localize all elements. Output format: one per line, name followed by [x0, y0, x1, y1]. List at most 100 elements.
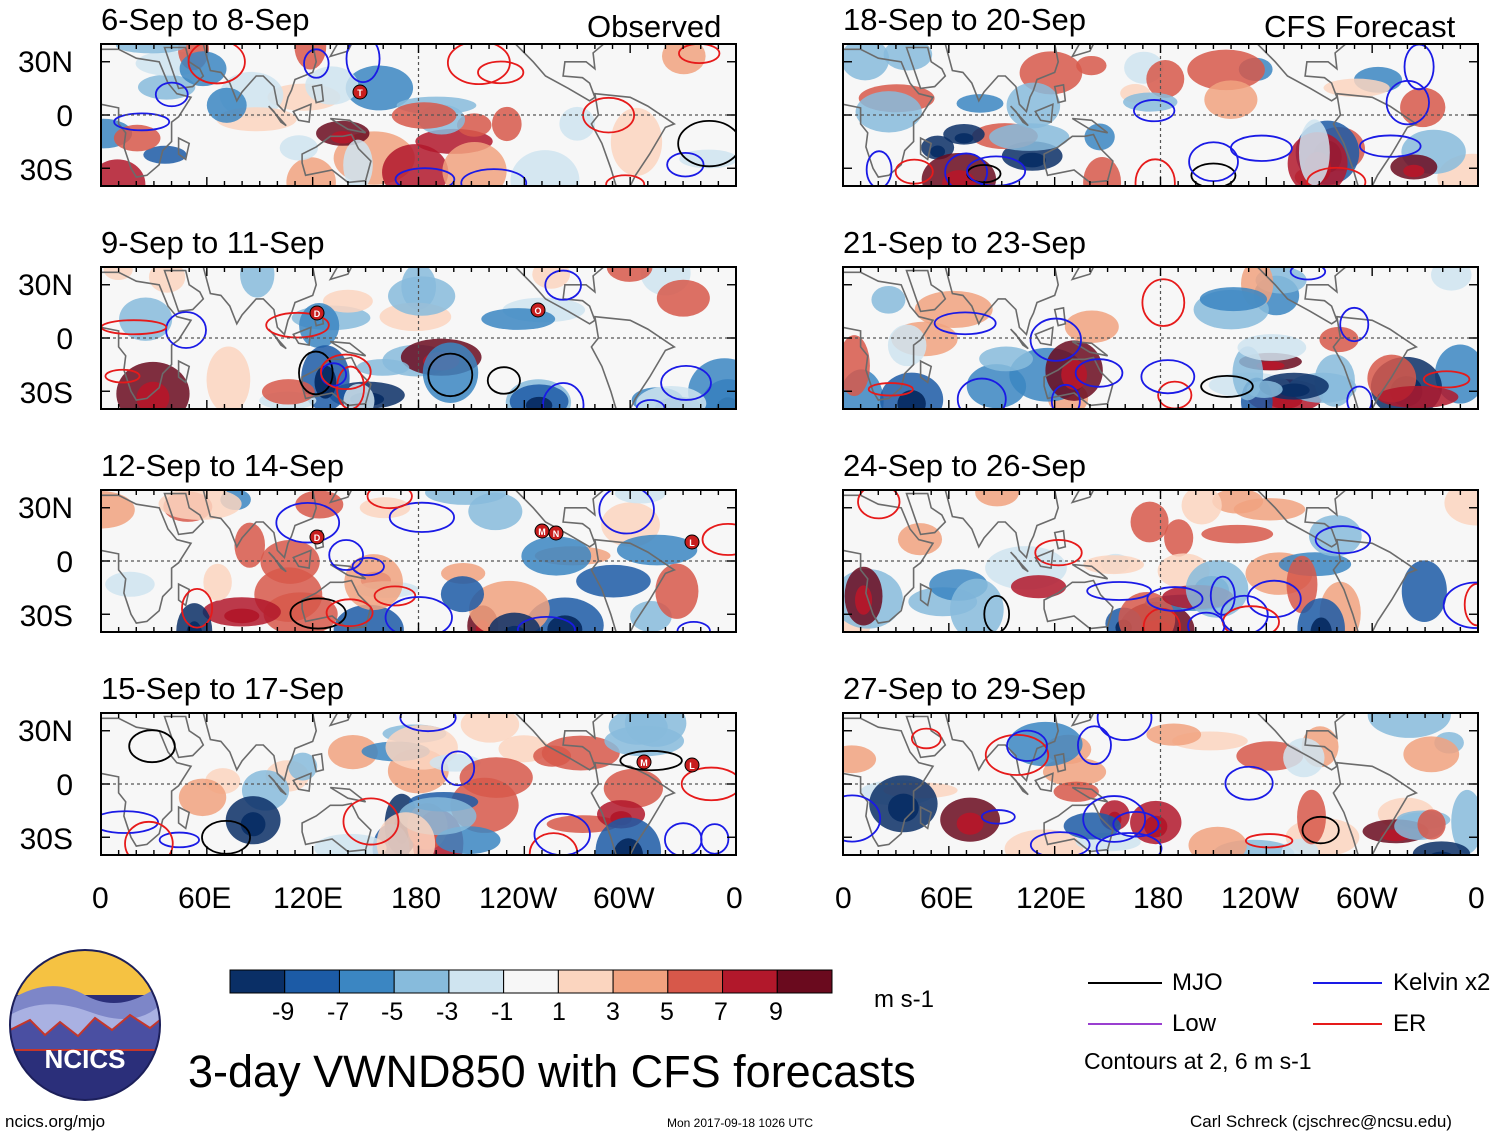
kelvin-contour	[388, 501, 455, 533]
lat-label-eq: 0	[56, 769, 73, 802]
kelvin-contour	[660, 364, 712, 401]
er-contour	[678, 44, 721, 64]
wind-anomaly-blob	[279, 135, 318, 161]
kelvin-contour	[1220, 594, 1269, 632]
observed-label: Observed	[587, 9, 722, 44]
kelvin-contour	[666, 152, 705, 178]
kelvin-contour	[1187, 611, 1226, 632]
coastline	[1070, 713, 1095, 727]
wind-anomaly-blob	[105, 571, 155, 597]
wind-anomaly-blob	[1181, 490, 1222, 525]
coastline	[292, 103, 312, 124]
wind-anomaly-blob	[1237, 334, 1307, 361]
wind-anomaly-blob	[1430, 267, 1472, 291]
colorbar-swatch	[722, 969, 778, 994]
colorbar-swatch	[338, 969, 395, 994]
wind-anomaly-blob	[442, 142, 507, 186]
storm-icon	[530, 302, 546, 318]
lon-label-120e: 120E	[1016, 882, 1087, 915]
storm-marker: M	[636, 754, 652, 770]
wind-anomaly-core	[503, 625, 526, 632]
wind-anomaly-blob	[343, 383, 375, 409]
wind-anomaly-blob	[305, 66, 359, 105]
ncics-logo[interactable]: NCICS	[9, 949, 161, 1101]
kelvin-contour	[516, 616, 576, 632]
wind-anomaly-blob	[1146, 723, 1202, 746]
wind-anomaly-blob	[521, 536, 592, 576]
wind-anomaly-blob	[1367, 713, 1451, 738]
wind-anomaly-blob	[1185, 560, 1249, 618]
mjo-contour	[128, 729, 176, 764]
coastline	[1034, 772, 1054, 793]
mjo-contour	[298, 350, 334, 396]
wind-anomaly-blob	[1377, 385, 1459, 409]
er-contour	[320, 353, 372, 391]
kelvin-contour	[158, 831, 201, 849]
coastline	[1071, 340, 1109, 357]
wind-anomaly-blob	[1401, 560, 1447, 623]
colorbar-units: m s-1	[874, 986, 934, 1013]
kelvin-contour	[1082, 795, 1147, 843]
logo-text: NCICS	[45, 1044, 126, 1074]
map-field	[101, 44, 736, 186]
coastline	[944, 490, 1060, 560]
coastline	[328, 267, 353, 281]
wind-anomaly-blob	[240, 267, 275, 298]
coastline	[1256, 267, 1347, 325]
coastline	[919, 805, 933, 830]
er-contour	[1134, 158, 1176, 186]
colorbar-swatch	[448, 969, 505, 994]
wind-anomaly-blob	[260, 539, 320, 584]
kelvin-contour	[1224, 765, 1274, 801]
legend-low-label: Low	[1172, 1010, 1217, 1037]
panel-title-obs-1: 6-Sep to 8-Sep	[101, 2, 310, 37]
wind-anomaly-blob	[616, 534, 698, 566]
wind-anomaly-blob	[1063, 812, 1121, 840]
wind-anomaly-blob	[158, 490, 242, 521]
wind-anomaly-blob	[206, 346, 251, 409]
wind-anomaly-core	[1278, 383, 1310, 397]
coastline	[1043, 579, 1114, 630]
mjo-contour	[619, 750, 683, 772]
lat-label-30n: 30N	[17, 269, 73, 302]
coastline	[514, 490, 605, 548]
lon-label-0: 0	[92, 882, 109, 915]
coastline	[268, 551, 287, 573]
kelvin-contour	[1289, 267, 1327, 281]
kelvin-contour	[303, 48, 330, 79]
kelvin-contour	[544, 269, 582, 301]
coastline	[177, 359, 191, 384]
kelvin-contour	[1029, 831, 1091, 855]
lon-label-0: 0	[835, 882, 852, 915]
coastline	[163, 715, 205, 759]
kelvin-contour	[1074, 358, 1124, 388]
wind-anomaly-blob	[179, 51, 227, 87]
wind-anomaly-blob	[491, 106, 522, 142]
lat-label-30n: 30N	[17, 46, 73, 79]
colorbar-swatch	[667, 969, 724, 994]
wind-anomaly-core	[954, 133, 974, 144]
site-link[interactable]: ncics.org/mjo	[5, 1112, 106, 1131]
wind-anomaly-blob	[286, 157, 336, 186]
coastline	[1043, 133, 1114, 184]
kelvin-contour	[384, 596, 453, 632]
contour-note: Contours at 2, 6 m s-1	[1084, 1048, 1312, 1074]
author-credit: Carl Schreck (cjschrec@ncsu.edu)	[1190, 1112, 1452, 1131]
wind-anomaly-core	[855, 585, 873, 615]
er-contour	[867, 382, 914, 397]
wind-anomaly-blob	[206, 87, 247, 123]
mjo-contour	[201, 819, 251, 855]
wind-anomaly-blob	[610, 107, 663, 176]
storm-icon	[684, 534, 700, 550]
colorbar-swatch	[776, 969, 833, 994]
kelvin-contour	[1359, 134, 1422, 158]
wind-anomaly-blob	[1283, 737, 1325, 778]
wind-anomaly-blob	[855, 91, 922, 133]
wind-anomaly-core	[136, 381, 170, 409]
kelvin-contour	[1314, 525, 1372, 555]
coastline	[905, 46, 947, 90]
kelvin-contour	[1229, 134, 1293, 162]
map-field	[101, 267, 736, 409]
colorbar-swatch	[612, 969, 669, 994]
